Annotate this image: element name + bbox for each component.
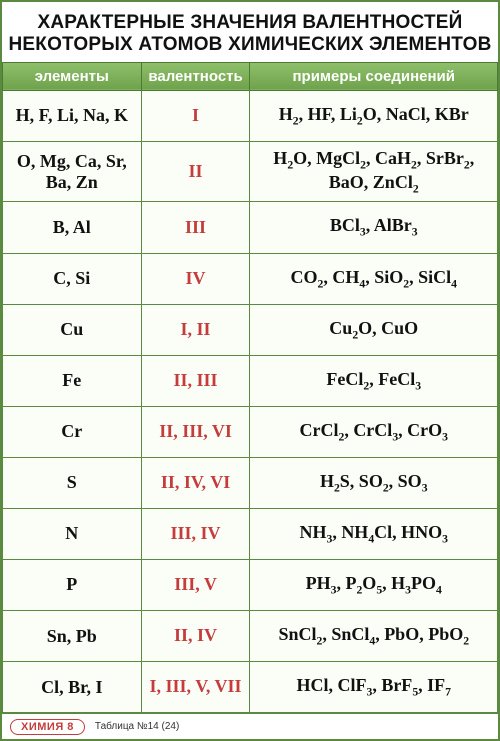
cell-compounds: H2S, SO2, SO3 <box>250 457 498 508</box>
cell-elements: N <box>3 508 142 559</box>
cell-compounds: HCl, ClF3, BrF5, IF7 <box>250 661 498 712</box>
cell-elements: B, Al <box>3 202 142 253</box>
cell-compounds: CO2, CH4, SiO2, SiCl4 <box>250 253 498 304</box>
table-row: NIII, IVNH3, NH4Cl, HNO3 <box>3 508 498 559</box>
table-row: PIII, VPH3, P2O5, H3PO4 <box>3 559 498 610</box>
cell-compounds: Cu2O, CuO <box>250 304 498 355</box>
cell-valence: II, IV, VI <box>141 457 250 508</box>
col-header-elements: элементы <box>3 62 142 90</box>
cell-compounds: FeCl2, FeCl3 <box>250 355 498 406</box>
table-row: CuI, IICu2O, CuO <box>3 304 498 355</box>
cell-valence: IV <box>141 253 250 304</box>
page: ХАРАКТЕРНЫЕ ЗНАЧЕНИЯ ВАЛЕНТНОСТЕЙ НЕКОТО… <box>0 0 500 741</box>
table-row: O, Mg, Ca, Sr, Ba, ZnIIH2O, MgCl2, CaH2,… <box>3 141 498 202</box>
page-title: ХАРАКТЕРНЫЕ ЗНАЧЕНИЯ ВАЛЕНТНОСТЕЙ НЕКОТО… <box>8 12 492 56</box>
cell-elements: P <box>3 559 142 610</box>
table-row: Cl, Br, II, III, V, VIIHCl, ClF3, BrF5, … <box>3 661 498 712</box>
table-row: B, AlIIIBCl3, AlBr3 <box>3 202 498 253</box>
valence-table: элементы валентность примеры соединений … <box>2 62 498 713</box>
cell-compounds: BCl3, AlBr3 <box>250 202 498 253</box>
table-head: элементы валентность примеры соединений <box>3 62 498 90</box>
table-body: H, F, Li, Na, KIH2, HF, Li2O, NaCl, KBrO… <box>3 90 498 712</box>
cell-compounds: NH3, NH4Cl, HNO3 <box>250 508 498 559</box>
cell-elements: Cl, Br, I <box>3 661 142 712</box>
table-meta: Таблица №14 (24) <box>95 721 179 732</box>
cell-elements: Fe <box>3 355 142 406</box>
cell-elements: Sn, Pb <box>3 610 142 661</box>
col-header-compounds: примеры соединений <box>250 62 498 90</box>
cell-valence: III, V <box>141 559 250 610</box>
cell-elements: O, Mg, Ca, Sr, Ba, Zn <box>3 141 142 202</box>
cell-elements: S <box>3 457 142 508</box>
cell-valence: I, II <box>141 304 250 355</box>
table-row: CrII, III, VICrCl2, CrCl3, CrO3 <box>3 406 498 457</box>
table-row: SII, IV, VIH2S, SO2, SO3 <box>3 457 498 508</box>
cell-valence: I, III, V, VII <box>141 661 250 712</box>
col-header-valence: валентность <box>141 62 250 90</box>
cell-valence: II, III <box>141 355 250 406</box>
cell-valence: II, IV <box>141 610 250 661</box>
table-row: H, F, Li, Na, KIH2, HF, Li2O, NaCl, KBr <box>3 90 498 141</box>
cell-valence: III, IV <box>141 508 250 559</box>
cell-valence: I <box>141 90 250 141</box>
cell-valence: II, III, VI <box>141 406 250 457</box>
footer: ХИМИЯ 8 Таблица №14 (24) <box>2 713 498 739</box>
cell-elements: Cu <box>3 304 142 355</box>
table-row: C, SiIVCO2, CH4, SiO2, SiCl4 <box>3 253 498 304</box>
cell-compounds: H2, HF, Li2O, NaCl, KBr <box>250 90 498 141</box>
table-row: Sn, PbII, IVSnCl2, SnCl4, PbO, PbO2 <box>3 610 498 661</box>
cell-compounds: PH3, P2O5, H3PO4 <box>250 559 498 610</box>
title-wrap: ХАРАКТЕРНЫЕ ЗНАЧЕНИЯ ВАЛЕНТНОСТЕЙ НЕКОТО… <box>2 2 498 62</box>
cell-valence: III <box>141 202 250 253</box>
cell-compounds: SnCl2, SnCl4, PbO, PbO2 <box>250 610 498 661</box>
cell-elements: C, Si <box>3 253 142 304</box>
series-badge: ХИМИЯ 8 <box>10 719 85 735</box>
cell-elements: H, F, Li, Na, K <box>3 90 142 141</box>
table-row: FeII, IIIFeCl2, FeCl3 <box>3 355 498 406</box>
cell-elements: Cr <box>3 406 142 457</box>
cell-valence: II <box>141 141 250 202</box>
cell-compounds: CrCl2, CrCl3, CrO3 <box>250 406 498 457</box>
cell-compounds: H2O, MgCl2, CaH2, SrBr2, BaO, ZnCl2 <box>250 141 498 202</box>
